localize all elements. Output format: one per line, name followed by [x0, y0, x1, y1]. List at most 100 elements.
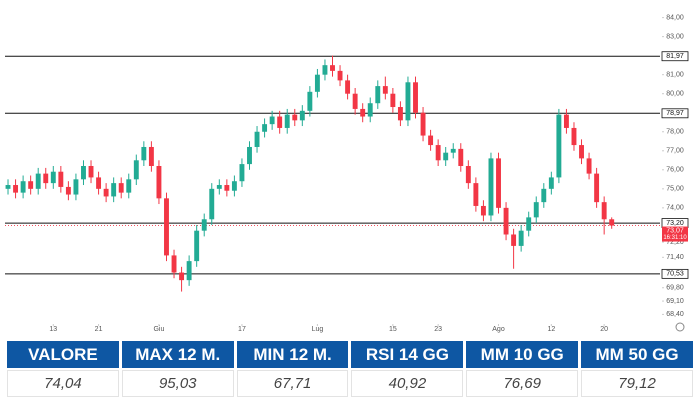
last-price-label: 73,07 [666, 227, 684, 234]
candle-body [594, 173, 600, 203]
y-tick-label: 78,00 [666, 129, 684, 136]
candle-body [164, 198, 169, 256]
candle-body [65, 186, 71, 195]
candle-body [488, 158, 494, 216]
last-price-box [662, 226, 688, 242]
value-cell: 95,03 [121, 370, 234, 397]
y-tick-label: 76,00 [666, 167, 684, 174]
candle-body [58, 171, 64, 187]
y-tick-label: 74,00 [666, 205, 684, 212]
candle-body [337, 70, 343, 81]
candle-body [299, 110, 305, 121]
candle-body [556, 114, 562, 178]
y-tick-label: 68,40 [666, 311, 684, 318]
candle-body [103, 188, 109, 197]
x-tick-label: 15 [389, 326, 397, 333]
candle-body [450, 148, 456, 153]
candle-body [254, 131, 260, 147]
candle-body [269, 116, 275, 125]
candle-body [88, 166, 94, 178]
candle-body [247, 146, 252, 165]
x-tick-label: 23 [434, 326, 442, 333]
candle-body [330, 65, 335, 71]
y-tick-label: 77,00 [666, 148, 684, 155]
candle-body [194, 230, 200, 262]
candle-body [367, 103, 373, 117]
candle-body [496, 158, 501, 208]
candle-body [548, 177, 554, 189]
level-label-box [661, 268, 689, 279]
header-cell: MM 10 GG [466, 341, 579, 368]
y-tick-label: 83,00 [666, 33, 684, 40]
value-cell: 79,12 [581, 370, 693, 397]
value-cell: 76,69 [466, 370, 579, 397]
candle-body [579, 145, 584, 159]
candle-body [156, 166, 162, 199]
candle-body [20, 181, 26, 193]
header-cell: RSI 14 GG [351, 341, 464, 368]
candle-body [413, 82, 418, 113]
candle-body [224, 185, 230, 191]
candle-body [179, 272, 185, 281]
y-tick-label: 69,10 [666, 298, 684, 305]
candle-body [141, 146, 147, 161]
candle-body [171, 255, 177, 273]
header-cell: MAX 12 M. [121, 341, 234, 368]
candle-body [563, 114, 569, 128]
candle-body [307, 91, 313, 111]
candle-body [586, 158, 592, 174]
level-label-box [661, 51, 689, 62]
candle-body [292, 114, 298, 121]
candle-body [526, 217, 532, 231]
x-tick-label: Lug [312, 326, 324, 333]
y-tick-label: 75,00 [666, 186, 684, 193]
candle-body [480, 205, 486, 216]
x-tick-label: 13 [49, 326, 57, 333]
header-cell: MM 50 GG [581, 341, 693, 368]
x-tick-label: 17 [238, 326, 246, 333]
y-tick-label: 84,00 [666, 14, 684, 21]
candle-body [511, 234, 517, 246]
candle-body [186, 261, 192, 281]
y-tick-label: 80,00 [666, 91, 684, 98]
header-cell: VALORE [7, 341, 119, 368]
level-label: 70,53 [666, 271, 684, 278]
candle-body [571, 127, 577, 146]
candle-body [111, 183, 117, 197]
candle-body [503, 207, 509, 235]
candle-body [390, 93, 396, 108]
level-label: 73,20 [666, 220, 684, 227]
level-label: 81,97 [666, 53, 684, 60]
x-tick-label: 21 [95, 326, 103, 333]
candle-body [345, 80, 351, 94]
candle-body [231, 181, 237, 191]
candle-body [277, 116, 283, 128]
candle-body [239, 164, 245, 182]
candle-body [405, 82, 411, 121]
candle-body [262, 124, 268, 132]
candle-body [201, 219, 207, 231]
candle-body [118, 183, 124, 193]
value-cell: 67,71 [236, 370, 349, 397]
header-row: VALORE MAX 12 M. MIN 12 M. RSI 14 GG MM … [7, 341, 693, 368]
candle-body [322, 65, 328, 75]
candle-body [518, 230, 524, 246]
candle-body [458, 148, 464, 166]
candle-body [209, 188, 215, 220]
chart: 84,00 83,00 81,00 80,00 78,00 77,00 76,00 75,00… [5, 14, 689, 333]
candle-body [50, 171, 56, 184]
x-tick-label: 20 [600, 326, 608, 333]
settings-icon[interactable] [675, 322, 685, 332]
value-row: 74,04 95,03 67,71 40,92 76,69 79,12 [7, 370, 693, 397]
candle-body [601, 202, 607, 220]
candle-body [28, 181, 34, 189]
candle-body [428, 135, 434, 146]
candle-body [443, 152, 449, 161]
candle-body [148, 146, 154, 166]
candle-body [13, 185, 19, 193]
last-price-time: 16:31:10 [663, 235, 687, 241]
x-tick-label: 12 [547, 326, 555, 333]
candle-body [96, 177, 102, 189]
y-tick-label: 71,40 [666, 254, 684, 261]
y-tick-label: 72,20 [666, 239, 684, 246]
